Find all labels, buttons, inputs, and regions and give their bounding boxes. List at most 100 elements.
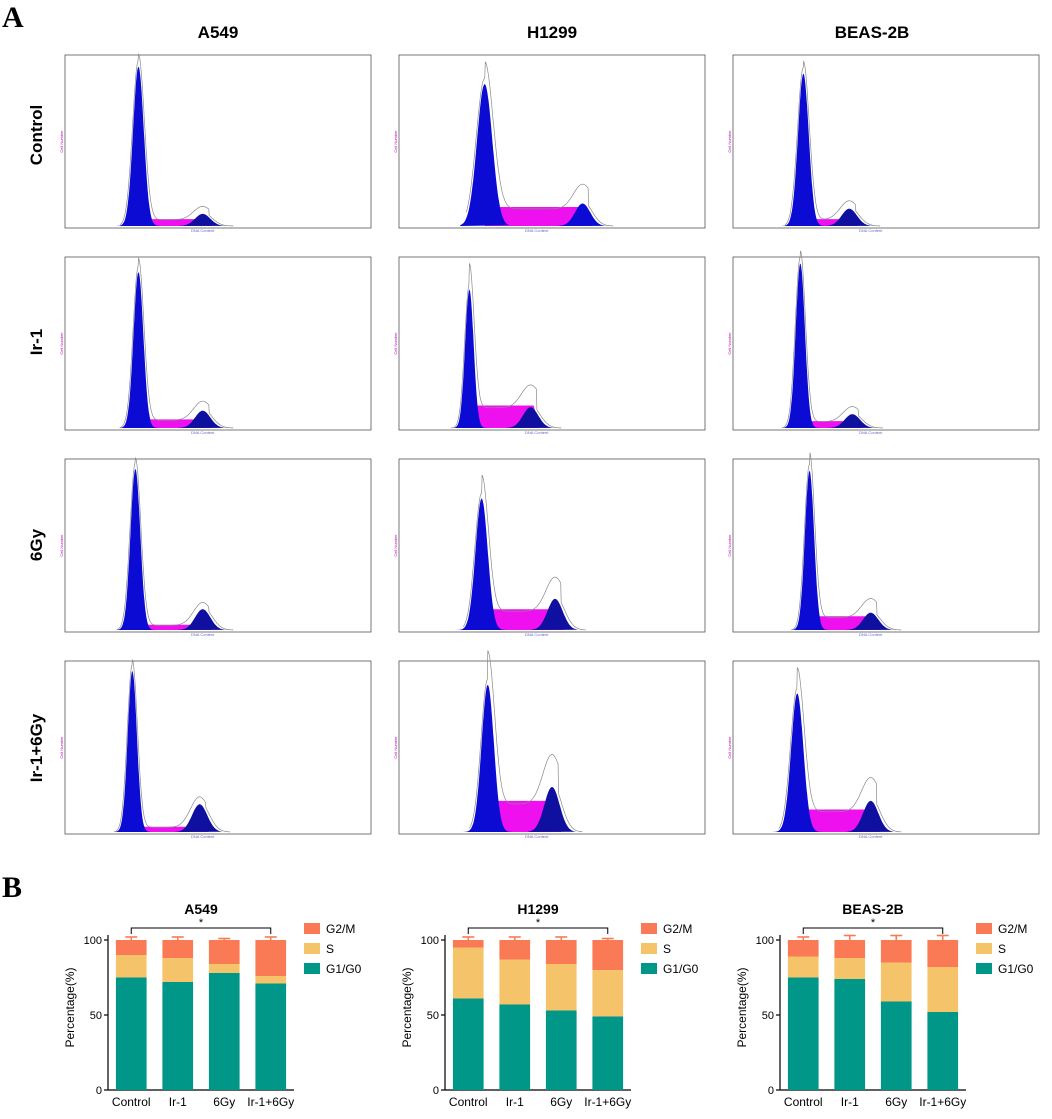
g2-peak	[827, 414, 877, 428]
column-header-h1299: H1299	[527, 23, 577, 42]
histogram-a549-6gy: Cell Number DNA Content	[59, 456, 372, 637]
legend-swatch-g1g0	[304, 963, 320, 974]
category-label: 6Gy	[213, 1095, 235, 1109]
bar-g1g0-ir1	[499, 1004, 531, 1090]
category-label: 6Gy	[885, 1095, 907, 1109]
category-label: Ir-1+6Gy	[247, 1095, 294, 1109]
significance-bracket	[802, 927, 944, 934]
bar-g1g0-control	[452, 998, 484, 1090]
g1-peak	[110, 469, 160, 630]
bar-s-6gy	[545, 964, 577, 1011]
g2-peak	[527, 787, 577, 832]
histogram-x-label: DNA Content	[859, 228, 883, 233]
y-axis-label: Percentage(%)	[400, 967, 414, 1047]
histogram-frame	[398, 54, 706, 229]
significance-star: *	[536, 917, 541, 929]
legend-label: G1/G0	[998, 962, 1034, 976]
bar-g1g0-ir16gy	[592, 1016, 624, 1090]
g2-peak	[846, 612, 896, 630]
fit-outline	[119, 257, 234, 429]
histogram-frame	[732, 256, 1040, 431]
g1-peak	[107, 671, 157, 832]
row-header-control: Control	[27, 105, 46, 165]
g1-peak	[775, 263, 825, 428]
fit-outline	[778, 667, 902, 833]
histogram-frame	[732, 54, 1040, 229]
panel-label-a: A	[2, 1, 24, 34]
significance-bracket	[467, 927, 609, 934]
g1-peak	[113, 272, 163, 428]
histogram-y-label: Cell Number	[393, 332, 398, 355]
histogram-a549-ir1: Cell Number DNA Content	[59, 256, 372, 435]
histogram-y-label: Cell Number	[59, 332, 64, 355]
bar-s-ir1	[834, 958, 866, 979]
stacked-bar-chart-a549: A549 0 50 100 Percentage(%) Control Ir-1 6Gy Ir-…	[63, 901, 362, 1109]
y-tick-label: 50	[762, 1010, 774, 1022]
stacked-bar-chart-beas2b: BEAS-2B 0 50 100 Percentage(%) Control Ir-1 6Gy…	[735, 901, 1034, 1109]
histogram-h1299-ir16gy: Cell Number DNA Content	[393, 650, 706, 839]
legend-swatch-s	[641, 943, 657, 954]
histogram-x-label: DNA Content	[859, 430, 883, 435]
histogram-frame	[398, 256, 706, 431]
g2-peak	[178, 609, 228, 630]
g1-peak	[778, 73, 828, 226]
s-phase-fill	[484, 207, 592, 226]
fit-outline	[116, 456, 234, 631]
bar-g1g0-6gy	[208, 973, 240, 1090]
legend-label: G1/G0	[663, 962, 699, 976]
g2-peak	[824, 208, 874, 226]
bar-s-ir1	[499, 959, 531, 1005]
bar-g1g0-6gy	[545, 1010, 577, 1090]
histogram-beas-2b-6gy: Cell Number DNA Content	[727, 452, 1040, 637]
significance-bracket	[130, 927, 272, 934]
column-header-a549: A549	[198, 23, 239, 42]
bar-g2m-control	[787, 940, 819, 957]
bar-s-ir1	[162, 958, 194, 982]
histogram-beas-2b-control: Cell Number DNA Content	[727, 54, 1040, 233]
histogram-h1299-ir1: Cell Number DNA Content	[393, 256, 706, 435]
histogram-y-label: Cell Number	[727, 534, 732, 557]
bar-g2m-6gy	[880, 940, 912, 963]
histogram-x-label: DNA Content	[191, 430, 215, 435]
bar-s-control	[115, 955, 147, 978]
row-header-ir1: Ir-1	[27, 329, 46, 355]
fit-outline	[463, 474, 586, 631]
panel-label-b: B	[2, 871, 22, 904]
bar-s-6gy	[208, 964, 240, 973]
fit-outline	[119, 53, 234, 227]
histogram-y-label: Cell Number	[59, 130, 64, 153]
bar-g2m-ir16gy	[927, 940, 959, 967]
histogram-x-label: DNA Content	[859, 834, 883, 839]
g2-peak	[178, 213, 228, 226]
histogram-x-label: DNA Content	[191, 834, 215, 839]
bar-s-control	[787, 956, 819, 978]
y-tick-label: 50	[427, 1010, 439, 1022]
histogram-beas-2b-ir16gy: Cell Number DNA Content	[727, 660, 1040, 839]
significance-star: *	[871, 917, 876, 929]
bar-g2m-control	[452, 940, 484, 948]
histogram-frame	[64, 54, 372, 229]
column-header-beas2b: BEAS-2B	[835, 23, 910, 42]
g2-peak	[530, 598, 580, 630]
bar-g1g0-control	[115, 977, 147, 1090]
histogram-y-label: Cell Number	[393, 534, 398, 557]
histogram-x-label: DNA Content	[525, 430, 549, 435]
histogram-x-label: DNA Content	[859, 632, 883, 637]
g2-peak	[175, 804, 225, 832]
bar-g2m-control	[115, 940, 147, 955]
y-tick-label: 100	[84, 935, 102, 947]
bar-g1g0-ir16gy	[927, 1012, 959, 1090]
bar-g1g0-ir1	[162, 982, 194, 1090]
fit-outline	[451, 262, 562, 429]
g2-peak	[558, 203, 608, 226]
legend-label: G1/G0	[326, 962, 362, 976]
bar-g2m-ir16gy	[255, 940, 287, 976]
row-header-6gy: 6Gy	[27, 528, 46, 561]
histogram-a549-control: Cell Number DNA Content	[59, 53, 372, 233]
bar-g2m-ir1	[162, 940, 194, 958]
category-label: Ir-1	[169, 1095, 187, 1109]
category-label: Ir-1+6Gy	[584, 1095, 631, 1109]
g1-peak	[457, 498, 507, 630]
histogram-y-label: Cell Number	[59, 534, 64, 557]
